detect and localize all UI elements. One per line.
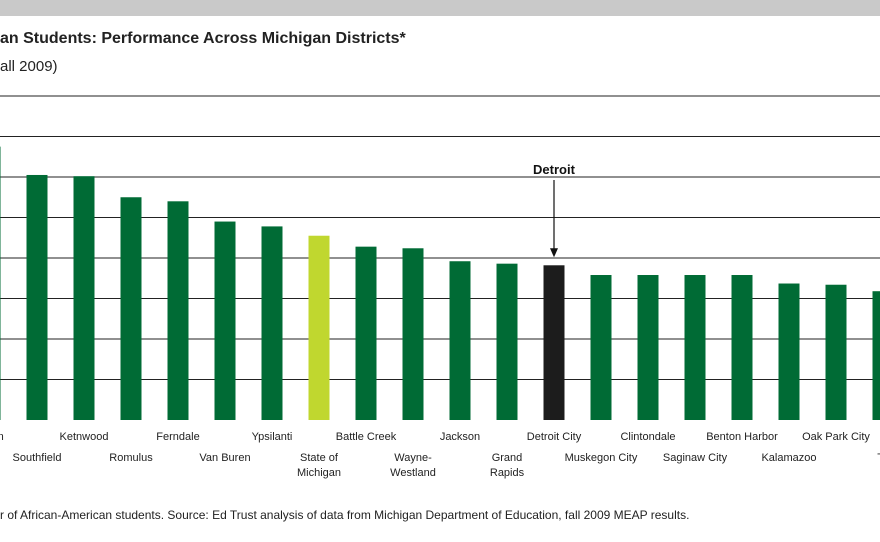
bar bbox=[73, 176, 95, 420]
tick-label: Jackson bbox=[440, 431, 480, 443]
top-band bbox=[0, 0, 880, 16]
tick-label: ngton bbox=[0, 431, 4, 443]
bar bbox=[355, 246, 377, 420]
footnote: r of African-American students. Source: … bbox=[0, 508, 690, 522]
bar bbox=[0, 146, 1, 420]
bar bbox=[26, 174, 48, 420]
bar bbox=[637, 275, 659, 420]
tick-label: Ferndale bbox=[156, 431, 199, 443]
tick-label: Romulus bbox=[109, 452, 153, 464]
chart-subtitle: all 2009) bbox=[0, 58, 58, 75]
bar bbox=[778, 283, 800, 420]
tick-label: Kalamazoo bbox=[761, 452, 816, 464]
tick-label: Oak Park City bbox=[802, 431, 870, 443]
bar bbox=[684, 275, 706, 420]
tick-label: Benton Harbor bbox=[706, 431, 778, 443]
tick-label: Grand Rapids bbox=[490, 452, 525, 479]
bar bbox=[167, 201, 189, 420]
bar bbox=[402, 248, 424, 420]
chart-title: an Students: Performance Across Michigan… bbox=[0, 30, 406, 47]
bar bbox=[308, 235, 330, 420]
tick-label: Battle Creek bbox=[336, 431, 397, 443]
bar bbox=[120, 197, 142, 420]
bar bbox=[449, 261, 471, 420]
tick-label: Saginaw City bbox=[663, 452, 728, 464]
bar bbox=[590, 275, 612, 420]
tick-label: Clintondale bbox=[620, 431, 675, 443]
tick-label: Detroit City bbox=[527, 431, 582, 443]
tick-label: State of Michigan bbox=[297, 452, 341, 479]
bar bbox=[261, 226, 283, 420]
annotation-arrow-head bbox=[550, 248, 558, 258]
bar bbox=[543, 265, 565, 420]
tick-label: Muskegon City bbox=[565, 452, 638, 464]
tick-label: Ypsilanti bbox=[252, 431, 293, 443]
tick-label: Ta bbox=[877, 452, 880, 464]
bar bbox=[872, 291, 880, 420]
bar bbox=[825, 284, 847, 420]
tick-label: Wayne-Westland bbox=[390, 452, 436, 479]
tick-label: Van Buren bbox=[199, 452, 250, 464]
tick-label: Ketnwood bbox=[60, 431, 109, 443]
detroit-annotation: Detroit bbox=[533, 162, 576, 177]
bar bbox=[731, 275, 753, 420]
bar bbox=[496, 263, 518, 420]
tick-label: Southfield bbox=[13, 452, 62, 464]
bar bbox=[214, 221, 236, 420]
